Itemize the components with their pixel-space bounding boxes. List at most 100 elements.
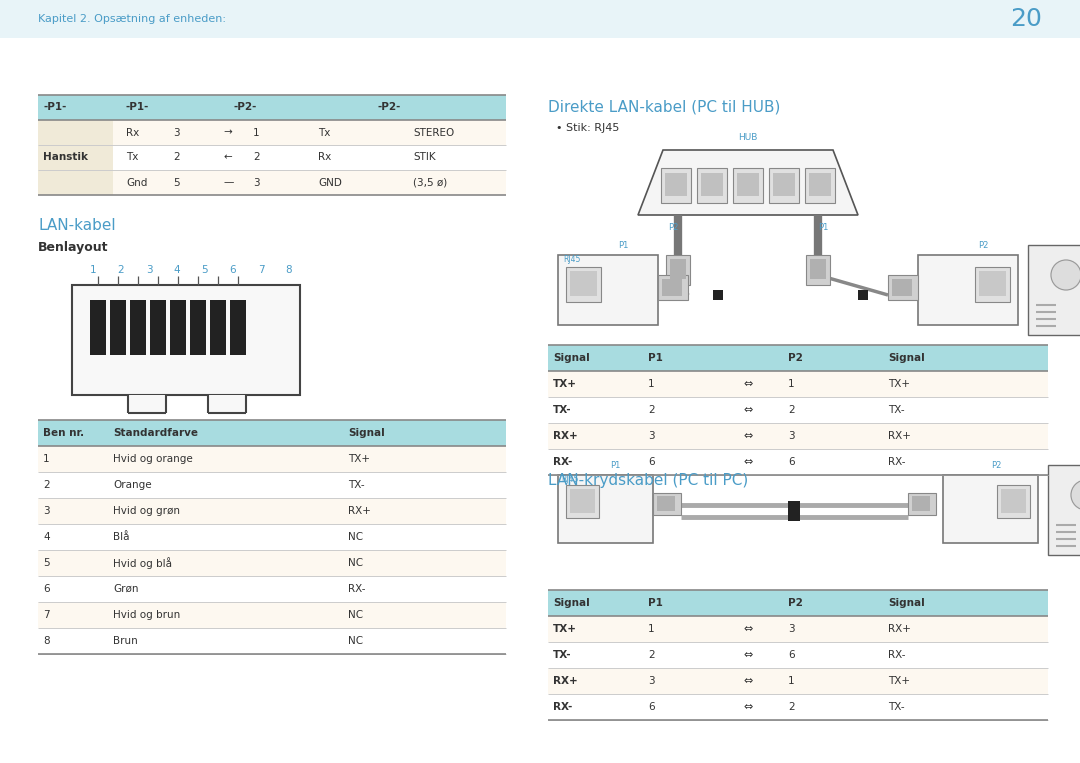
Bar xyxy=(773,173,795,196)
Text: 7: 7 xyxy=(258,265,265,275)
Text: 1: 1 xyxy=(648,379,654,389)
Text: 1: 1 xyxy=(648,624,654,634)
Bar xyxy=(548,345,1048,371)
Text: Signal: Signal xyxy=(888,353,924,363)
Text: Hanstik: Hanstik xyxy=(43,153,87,163)
Text: P2: P2 xyxy=(788,598,802,608)
Bar xyxy=(38,550,507,576)
Bar xyxy=(38,120,507,145)
Text: Hvid og orange: Hvid og orange xyxy=(113,454,192,464)
Bar xyxy=(566,485,599,518)
Bar xyxy=(170,300,186,355)
Bar xyxy=(38,446,507,472)
Bar xyxy=(697,168,727,203)
Bar xyxy=(975,267,1010,302)
Bar xyxy=(912,496,930,511)
Bar xyxy=(661,168,691,203)
Text: 3: 3 xyxy=(253,178,259,188)
Text: Tx: Tx xyxy=(126,153,138,163)
Bar xyxy=(892,279,912,296)
Bar xyxy=(230,300,246,355)
Text: RX+: RX+ xyxy=(348,506,370,516)
Bar xyxy=(548,371,1048,397)
Bar xyxy=(997,485,1030,518)
Text: (3,5 ø): (3,5 ø) xyxy=(413,178,447,188)
Bar xyxy=(548,423,1048,449)
Text: Hvid og grøn: Hvid og grøn xyxy=(113,506,180,516)
Text: 2: 2 xyxy=(173,153,179,163)
Text: Gnd: Gnd xyxy=(126,178,147,188)
Text: 6: 6 xyxy=(43,584,50,594)
Bar xyxy=(110,300,126,355)
Text: 3: 3 xyxy=(648,676,654,686)
Text: Brun: Brun xyxy=(113,636,138,646)
Text: -P1-: -P1- xyxy=(126,102,149,112)
Bar xyxy=(38,524,507,550)
Text: TX-: TX- xyxy=(888,405,905,415)
Bar xyxy=(150,300,166,355)
Bar xyxy=(670,259,686,279)
Text: GND: GND xyxy=(318,178,342,188)
Text: 5: 5 xyxy=(43,558,50,568)
Text: P1: P1 xyxy=(648,353,663,363)
Bar xyxy=(558,255,658,325)
Text: 2: 2 xyxy=(253,153,259,163)
Bar xyxy=(713,290,723,300)
Text: 2: 2 xyxy=(43,480,50,490)
Text: Kapitel 2. Opsætning af enheden:: Kapitel 2. Opsætning af enheden: xyxy=(38,14,226,24)
Bar xyxy=(38,628,507,654)
Bar xyxy=(129,395,166,413)
Text: TX-: TX- xyxy=(553,405,571,415)
Bar xyxy=(548,668,1048,694)
Bar xyxy=(38,95,507,120)
Text: NC: NC xyxy=(348,558,363,568)
Text: 3: 3 xyxy=(173,127,179,137)
Text: TX-: TX- xyxy=(348,480,365,490)
Text: 6: 6 xyxy=(230,265,237,275)
Text: Rx: Rx xyxy=(126,127,139,137)
Bar xyxy=(1028,245,1080,335)
Bar xyxy=(666,255,690,285)
Bar xyxy=(858,290,868,300)
Text: 6: 6 xyxy=(648,702,654,712)
Bar xyxy=(653,493,681,515)
Bar xyxy=(658,275,688,300)
Bar xyxy=(38,576,507,602)
Text: Benlayout: Benlayout xyxy=(38,242,108,255)
Text: 1: 1 xyxy=(788,676,795,686)
Text: 3: 3 xyxy=(146,265,152,275)
Text: 3: 3 xyxy=(648,431,654,441)
Text: RX+: RX+ xyxy=(888,431,910,441)
Text: TX+: TX+ xyxy=(553,379,577,389)
Text: Blå: Blå xyxy=(113,532,130,542)
Bar xyxy=(662,279,681,296)
Bar xyxy=(805,168,835,203)
Text: 3: 3 xyxy=(788,624,795,634)
Text: 2: 2 xyxy=(648,650,654,660)
Bar xyxy=(978,271,1005,296)
Bar xyxy=(90,300,106,355)
Text: 6: 6 xyxy=(648,457,654,467)
Text: Signal: Signal xyxy=(348,428,384,438)
Bar xyxy=(548,616,1048,642)
Bar xyxy=(665,173,687,196)
Text: 1: 1 xyxy=(253,127,259,137)
Bar xyxy=(1001,489,1026,513)
Text: P1: P1 xyxy=(818,223,828,231)
Text: LAN-kabel: LAN-kabel xyxy=(38,217,116,233)
Bar xyxy=(548,642,1048,668)
Bar xyxy=(806,255,831,285)
Text: 2: 2 xyxy=(788,702,795,712)
Text: Signal: Signal xyxy=(553,598,590,608)
Bar xyxy=(548,694,1048,720)
Text: 2: 2 xyxy=(788,405,795,415)
Text: ⇔: ⇔ xyxy=(743,624,753,634)
Text: RX-: RX- xyxy=(553,702,572,712)
Bar xyxy=(788,501,800,521)
Bar xyxy=(548,397,1048,423)
Bar xyxy=(908,493,936,515)
Text: 20: 20 xyxy=(1010,7,1042,31)
Text: P1: P1 xyxy=(648,598,663,608)
Text: 1: 1 xyxy=(788,379,795,389)
Bar xyxy=(558,475,653,543)
